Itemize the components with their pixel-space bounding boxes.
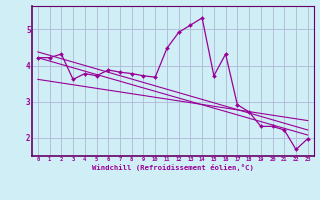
X-axis label: Windchill (Refroidissement éolien,°C): Windchill (Refroidissement éolien,°C) (92, 164, 254, 171)
